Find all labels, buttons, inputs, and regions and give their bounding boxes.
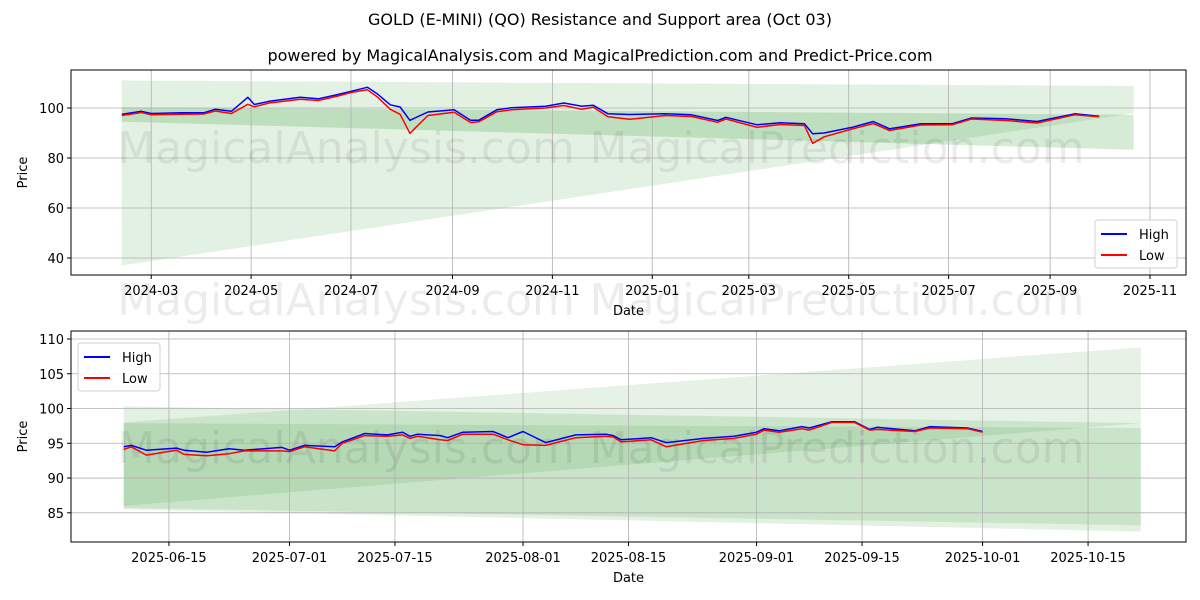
x-tick-label: 2024-05 xyxy=(224,284,278,299)
x-tick-label: 2025-09-01 xyxy=(719,551,795,566)
y-tick-label: 90 xyxy=(47,472,64,487)
y-tick-label: 40 xyxy=(47,252,64,267)
x-tick-label: 2025-06-15 xyxy=(131,551,207,566)
legend-label-low: Low xyxy=(122,372,148,387)
top-chart: 40 60 80 100 2024-03 2024-05 2024-07 2024-09 202… xyxy=(16,69,1187,326)
y-axis-label: Price xyxy=(16,157,31,189)
band-area-1 xyxy=(123,423,1141,526)
legend-label-high: High xyxy=(122,351,152,366)
legend-label-high: High xyxy=(1139,228,1169,243)
watermark-magicalprediction: MagicalPrediction.com xyxy=(590,123,1085,174)
bottom-chart: 85 90 95 100 105 110 2025-06-15 2025-07-01 2025-… xyxy=(16,330,1187,586)
x-tick-label: 2025-09-15 xyxy=(824,551,900,566)
x-axis-label: Date xyxy=(613,304,644,319)
x-tick-label: 2024-09 xyxy=(425,284,479,299)
y-tick-label: 95 xyxy=(47,437,64,452)
series-line-high xyxy=(123,420,983,454)
x-tick-label: 2025-10-01 xyxy=(945,551,1021,566)
x-tick-label: 2025-08-01 xyxy=(485,551,561,566)
x-axis-label: Date xyxy=(613,571,644,586)
x-tick-label: 2025-10-15 xyxy=(1050,551,1126,566)
x-tick-label: 2025-08-15 xyxy=(591,551,667,566)
watermark-magicalprediction: MagicalPrediction.com xyxy=(590,275,1085,326)
y-tick-label: 100 xyxy=(39,403,64,418)
x-tick-label: 2024-07 xyxy=(324,284,378,299)
x-tick-label: 2025-03 xyxy=(722,284,776,299)
plot-frame xyxy=(70,69,1187,276)
x-tick-label: 2025-07-01 xyxy=(252,551,328,566)
band-area-0 xyxy=(123,406,1141,532)
band-area-2 xyxy=(123,347,1141,506)
series-line-low xyxy=(121,89,1100,145)
chart-subtitle: powered by MagicalAnalysis.com and Magic… xyxy=(267,46,933,65)
x-tick-label: 2025-11 xyxy=(1123,284,1177,299)
series-line-low xyxy=(123,421,983,457)
legend: High Low xyxy=(77,342,161,392)
x-tick-label: 2024-11 xyxy=(525,284,579,299)
y-tick-label: 110 xyxy=(39,333,64,348)
y-tick-label: 100 xyxy=(39,102,64,117)
x-tick-label: 2025-09 xyxy=(1023,284,1077,299)
x-tick-label: 2025-05 xyxy=(822,284,876,299)
watermark-magicalanalysis: MagicalAnalysis.com xyxy=(117,275,575,326)
legend: High Low xyxy=(1094,219,1178,269)
watermark-magicalanalysis: MagicalAnalysis.com xyxy=(117,123,575,174)
band-area-1 xyxy=(121,107,1134,150)
x-tick-label: 2025-07-15 xyxy=(357,551,433,566)
x-tick-label: 2025-01 xyxy=(625,284,679,299)
y-tick-label: 60 xyxy=(47,202,64,217)
y-tick-label: 85 xyxy=(47,507,64,522)
y-tick-label: 80 xyxy=(47,152,64,167)
watermark-magicalanalysis: MagicalAnalysis.com xyxy=(117,423,575,474)
x-tick-label: 2025-07 xyxy=(921,284,975,299)
legend-label-low: Low xyxy=(1139,249,1165,264)
chart-title: GOLD (E-MINI) (QO) Resistance and Suppor… xyxy=(368,10,832,29)
plot-frame xyxy=(70,330,1187,543)
series-line-high xyxy=(121,86,1100,135)
watermark-magicalprediction: MagicalPrediction.com xyxy=(590,423,1085,474)
y-tick-label: 105 xyxy=(39,368,64,383)
y-axis-label: Price xyxy=(16,421,31,453)
x-tick-label: 2024-03 xyxy=(124,284,178,299)
